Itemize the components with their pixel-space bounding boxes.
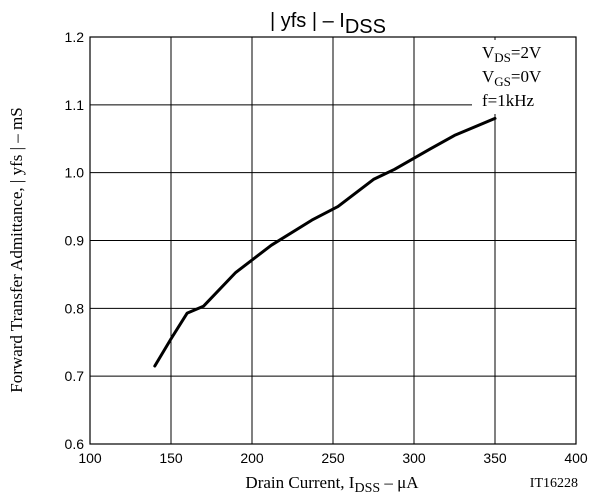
x-axis-label-main: Drain Current, I [245, 473, 354, 492]
y-tick-label: 1.2 [65, 29, 85, 45]
y-axis-label: Forward Transfer Admittance, | yfs | – m… [7, 107, 26, 392]
plot-frame [89, 36, 577, 445]
svg-text:f=1kHz: f=1kHz [482, 91, 535, 110]
title-main: | yfs | – I [270, 10, 345, 32]
condition-vgs-value: =0V [511, 67, 542, 86]
conditions-background [472, 40, 576, 114]
svg-text:VGS=0V: VGS=0V [482, 67, 542, 89]
condition-vds-label: V [482, 43, 495, 62]
y-tick-label: 0.7 [65, 368, 85, 384]
svg-text:VDS=2V: VDS=2V [482, 43, 542, 65]
figure-id: IT16228 [530, 476, 578, 491]
condition-vgs-subscript: GS [494, 74, 511, 89]
condition-vds-value: =2V [511, 43, 542, 62]
series-line [153, 116, 497, 368]
svg-text:| yfs | – IDSS: | yfs | – IDSS [270, 10, 386, 38]
x-tick-label: 400 [564, 450, 588, 466]
x-axis-label: Drain Current, IDSS – μA [245, 473, 419, 496]
x-ticks: 100 150 200 250 300 350 400 [78, 450, 588, 466]
x-tick-label: 100 [78, 450, 102, 466]
x-tick-label: 350 [483, 450, 507, 466]
y-tick-label: 0.8 [65, 300, 85, 316]
y-tick-label: 1.1 [65, 97, 85, 113]
conditions-box: VDS=2V VGS=0V f=1kHz [472, 40, 576, 114]
x-axis-label-subscript: DSS [354, 481, 380, 496]
title-subscript: DSS [345, 16, 386, 38]
x-tick-label: 200 [240, 450, 264, 466]
y-tick-label: 0.9 [65, 233, 85, 249]
series-layer [153, 116, 497, 368]
x-tick-label: 300 [402, 450, 426, 466]
x-tick-label: 150 [159, 450, 183, 466]
x-axis-label-tail: – μA [380, 473, 419, 492]
condition-vds-subscript: DS [494, 50, 511, 65]
condition-frequency: f=1kHz [482, 91, 535, 110]
y-tick-label: 0.6 [65, 436, 85, 452]
y-ticks: 0.6 0.7 0.8 0.9 1.0 1.1 1.2 [65, 29, 85, 452]
y-tick-label: 1.0 [65, 165, 85, 181]
x-tick-label: 250 [321, 450, 345, 466]
plot-border [89, 36, 577, 445]
condition-vgs-label: V [482, 67, 495, 86]
title: | yfs | – IDSS [270, 10, 386, 38]
